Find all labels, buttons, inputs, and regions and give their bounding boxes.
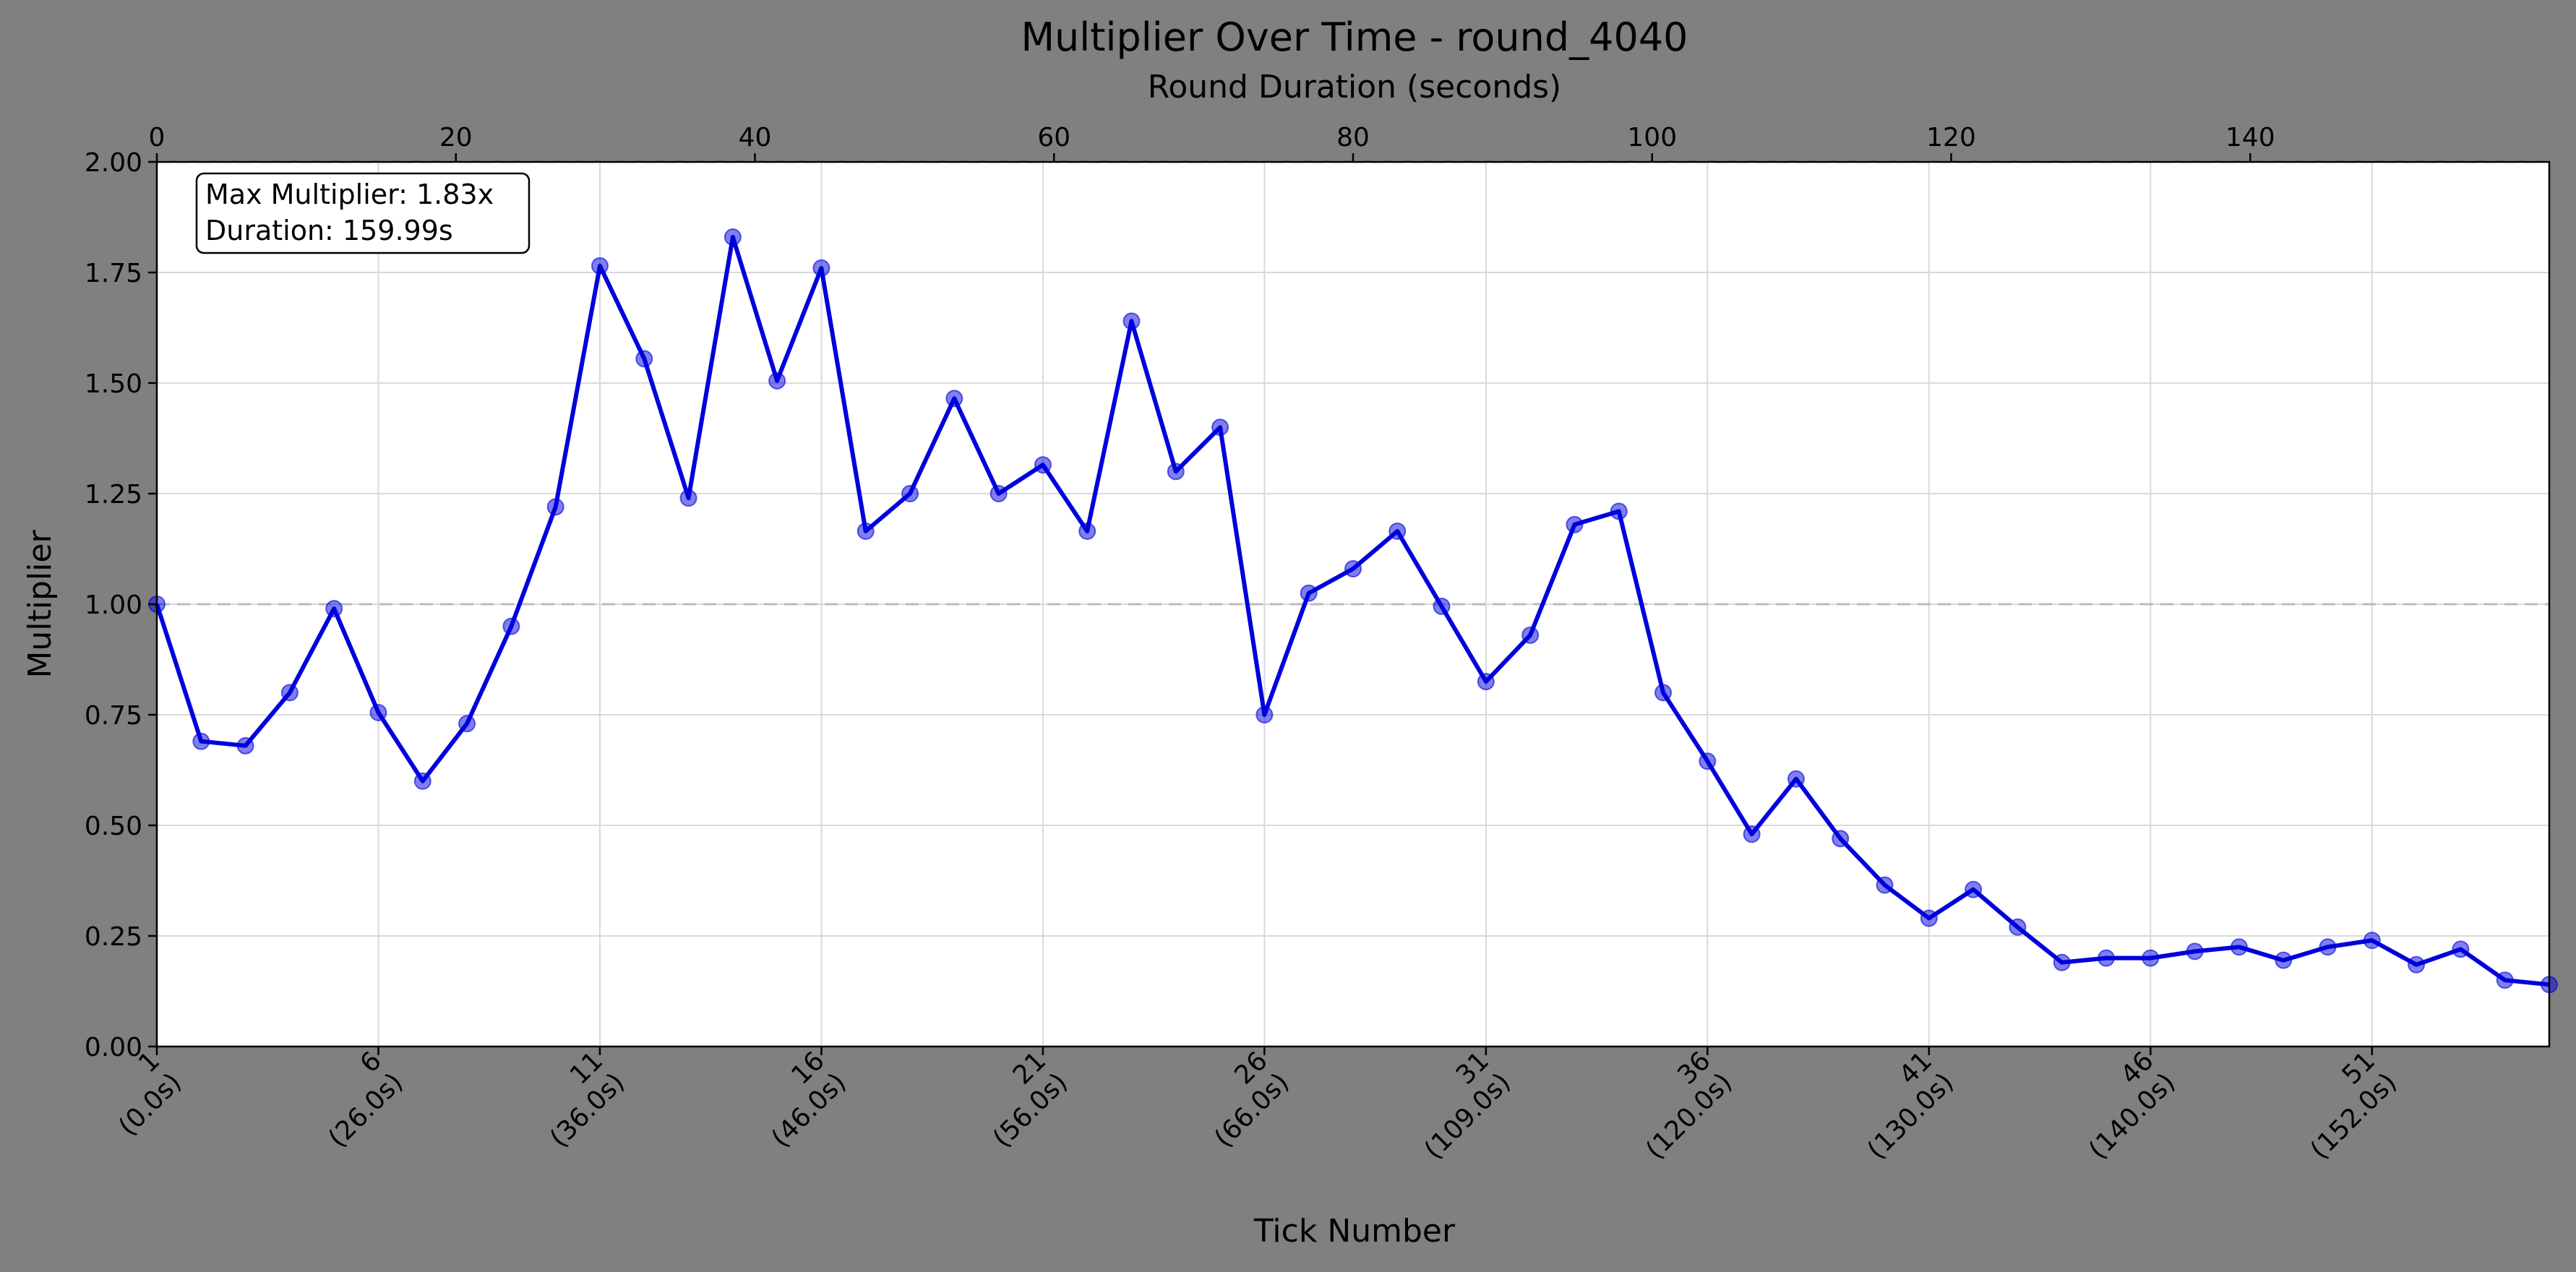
data-point [1832, 830, 1850, 848]
data-point [591, 257, 609, 275]
y-tick-label: 2.00 [85, 148, 142, 178]
data-point [325, 600, 343, 618]
x-tick-label: 6(26.0s) [323, 1046, 409, 1153]
annotation-line-2: Duration: 159.99s [205, 215, 453, 246]
top-tick-label: 140 [2225, 123, 2275, 152]
data-point [1920, 909, 1938, 927]
top-tick-label: 0 [149, 123, 166, 152]
data-point [192, 732, 210, 750]
data-point [2186, 942, 2204, 961]
data-point [989, 485, 1008, 502]
x-tick-label: 36(120.0s) [1640, 1046, 1738, 1165]
top-tick-label: 100 [1627, 123, 1677, 152]
x-tick-label: 16(46.0s) [766, 1046, 852, 1153]
x-tick-label: 46(140.0s) [2083, 1046, 2181, 1165]
data-point [458, 715, 476, 733]
top-tick-label: 80 [1336, 123, 1370, 152]
x-tick-label: 11(36.0s) [544, 1046, 630, 1153]
data-point [635, 350, 653, 368]
annotation-line-1: Max Multiplier: 1.83x [205, 179, 494, 210]
data-point [1566, 515, 1584, 533]
data-point [2452, 940, 2470, 958]
data-point [1965, 880, 1983, 898]
y-tick-label: 0.50 [85, 812, 142, 841]
data-point [546, 498, 564, 516]
x-tick-label: 26(66.0s) [1209, 1046, 1295, 1153]
x-tick-label: 51(152.0s) [2305, 1046, 2403, 1165]
data-point [1787, 770, 1805, 788]
y-axis-label: Multiplier [22, 530, 59, 679]
data-point [856, 523, 875, 541]
y-tick-label: 0.75 [85, 701, 142, 731]
data-point [413, 772, 432, 790]
data-point [1743, 825, 1761, 843]
data-point [2319, 938, 2337, 956]
data-point [1654, 684, 1673, 702]
data-point [2053, 953, 2071, 971]
data-point [236, 736, 254, 755]
data-point [1388, 523, 1407, 541]
data-point [2363, 932, 2381, 950]
data-point [1255, 706, 1274, 723]
data-point [945, 390, 963, 408]
top-tick-label: 60 [1037, 123, 1070, 152]
data-point [1300, 584, 1318, 602]
data-point [502, 617, 520, 635]
annotation-box: Max Multiplier: 1.83x Duration: 159.99s [195, 172, 531, 254]
data-point [2230, 938, 2248, 956]
x-axis-label: Tick Number [1253, 1213, 1456, 1250]
data-point [768, 371, 786, 390]
data-point [1477, 673, 1495, 691]
series-layer [148, 228, 2558, 994]
chart-title: Multiplier Over Time - round_4040 [1021, 14, 1688, 60]
y-tick-label: 1.00 [85, 590, 142, 620]
x-tick-label: 41(130.0s) [1862, 1046, 1959, 1165]
top-tick-label: 120 [1926, 123, 1976, 152]
y-tick-label: 1.75 [85, 259, 142, 288]
data-point [2098, 949, 2116, 967]
data-point [1699, 752, 1717, 770]
top-tick-label: 20 [439, 123, 473, 152]
y-tick-label: 1.50 [85, 369, 142, 399]
x-axis: 1(0.0s)6(26.0s) 11(36.0s) 16(46.0s) 21(56.0… [113, 1046, 2403, 1165]
x-tick-time: (0.0s) [113, 1067, 187, 1142]
data-point [2009, 918, 2027, 936]
y-tick-label: 0.25 [85, 922, 142, 952]
data-point [724, 228, 742, 246]
x-tick-label: 21(56.0s) [987, 1046, 1073, 1153]
data-point [1211, 418, 1229, 437]
data-point [2142, 949, 2160, 967]
data-point [1122, 312, 1141, 330]
data-point [901, 485, 919, 502]
data-point [679, 489, 697, 507]
x-tick-label: 31(109.0s) [1419, 1046, 1516, 1165]
data-point [369, 703, 387, 721]
data-point [1344, 560, 1362, 578]
data-point [2408, 955, 2426, 974]
data-point [812, 259, 830, 277]
top-axis: 0 20 40 60 80 100 120 140 [149, 123, 2275, 162]
data-point [2496, 971, 2514, 989]
data-point [1610, 502, 1628, 520]
data-point [1167, 463, 1185, 481]
data-point [1876, 876, 1894, 894]
y-tick-label: 0.00 [85, 1033, 142, 1062]
data-point [1034, 456, 1052, 474]
data-point [280, 684, 299, 702]
top-axis-label: Round Duration (seconds) [1148, 69, 1561, 106]
data-point [1433, 598, 1451, 616]
data-point [2275, 951, 2293, 969]
data-point [1521, 626, 1540, 644]
y-tick-label: 1.25 [85, 480, 142, 510]
data-point [1078, 523, 1096, 541]
top-tick-label: 40 [739, 123, 772, 152]
y-axis: 0.00 0.25 0.50 0.75 1.00 1.25 1.50 1.75 2.00 [85, 148, 157, 1062]
x-tick-time: (26.0s) [323, 1067, 409, 1153]
